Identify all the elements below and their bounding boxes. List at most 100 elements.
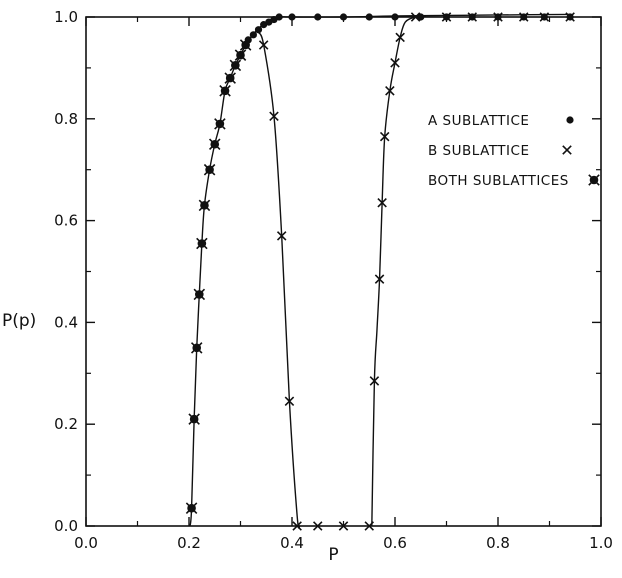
dot-marker: [275, 13, 283, 21]
dot-marker: [249, 31, 257, 39]
data-point-both: [196, 237, 208, 250]
x-tick-label: 1.0: [589, 534, 613, 552]
data-point-both: [208, 138, 221, 151]
dot-marker: [339, 13, 348, 21]
data-point-x: [390, 58, 400, 68]
data-point-x: [467, 12, 478, 22]
x-marker-stroke: [258, 40, 269, 50]
y-tick-label: 0.0: [54, 517, 78, 535]
fit-curve: [257, 31, 301, 529]
x-axis-label: P: [328, 545, 338, 565]
y-tick-label: 1.0: [54, 8, 78, 26]
x-tick-label: 0.8: [486, 534, 510, 552]
data-point-both: [234, 49, 247, 61]
x-marker-stroke: [229, 59, 242, 72]
x-marker-stroke: [395, 32, 405, 43]
y-tick-label: 0.2: [54, 415, 78, 433]
plot-frame: [85, 16, 602, 527]
x-marker-stroke: [377, 198, 387, 208]
data-point-both: [185, 502, 198, 514]
dot-marker: [566, 116, 574, 124]
data-point-x: [292, 521, 302, 531]
data-point-both: [229, 59, 242, 72]
x-marker-stroke: [312, 521, 323, 531]
x-marker-stroke: [390, 58, 400, 68]
legend-label: B SUBLATTICE: [428, 143, 529, 159]
data-point-both: [214, 118, 226, 130]
data-point-x: [312, 521, 323, 531]
data-point-x: [269, 111, 279, 122]
x-marker-stroke: [292, 521, 302, 531]
data-point-x: [379, 131, 390, 142]
x-tick-label: 0.0: [74, 534, 98, 552]
y-tick-label: 0.6: [54, 212, 78, 230]
x-marker-stroke: [214, 118, 226, 130]
data-points: [185, 12, 575, 531]
x-marker-stroke: [379, 131, 390, 142]
data-point-x: [441, 12, 452, 22]
x-marker-stroke: [364, 521, 375, 531]
legend-marker: [588, 174, 600, 186]
data-point-both: [188, 413, 200, 425]
legend: A SUBLATTICE B SUBLATTICE BOTH SUBLATTICES: [428, 113, 600, 189]
data-point-both: [219, 85, 231, 97]
x-marker-stroke: [196, 237, 208, 250]
data-point-both: [224, 72, 236, 84]
dot-marker: [314, 13, 322, 21]
legend-marker: [566, 116, 574, 124]
data-point-x: [284, 396, 295, 407]
data-point-both: [203, 163, 216, 176]
data-point-x: [410, 12, 421, 22]
y-axis-label: P(p): [2, 311, 36, 331]
x-marker-stroke: [369, 376, 380, 386]
x-marker-stroke: [539, 12, 550, 22]
data-point-dot: [288, 13, 296, 21]
x-marker-stroke: [193, 288, 206, 301]
data-point-x: [377, 198, 387, 208]
data-point-both: [239, 39, 252, 51]
data-point-x: [565, 12, 575, 22]
x-marker-stroke: [374, 274, 385, 284]
data-point-dot: [391, 13, 399, 21]
x-marker-stroke: [410, 12, 421, 22]
data-point-x: [369, 376, 380, 386]
x-marker-stroke: [276, 231, 287, 241]
x-marker-stroke: [565, 12, 575, 22]
data-point-x: [395, 32, 405, 43]
dot-marker: [288, 13, 296, 21]
data-point-both: [198, 199, 211, 212]
x-marker-stroke: [284, 396, 295, 407]
dot-marker: [417, 13, 425, 21]
x-marker-stroke: [518, 12, 529, 22]
x-tick-label: 0.6: [383, 534, 407, 552]
data-point-x: [374, 274, 385, 284]
dot-marker: [254, 26, 263, 34]
data-point-dot: [275, 13, 283, 21]
axes: 0.0 0.2 0.4 0.6 0.8 1.0 0.0 0.2 0.4 0.6 0.8 1.0 P P(p…: [2, 8, 613, 565]
x-marker-stroke: [208, 138, 221, 151]
data-point-dot: [254, 26, 263, 34]
x-marker-stroke: [190, 342, 203, 354]
x-marker-stroke: [234, 49, 247, 61]
data-point-dot: [249, 31, 257, 39]
legend-marker: [562, 145, 572, 155]
x-marker-stroke: [188, 413, 200, 425]
data-point-x: [385, 86, 395, 96]
data-point-x: [518, 12, 529, 22]
y-tick-label: 0.4: [54, 313, 78, 331]
x-marker-stroke: [219, 85, 231, 97]
x-marker-stroke: [467, 12, 478, 22]
dot-marker: [365, 13, 373, 21]
x-marker-stroke: [588, 174, 600, 186]
x-marker-stroke: [493, 12, 503, 22]
data-point-x: [364, 521, 375, 531]
data-point-dot: [339, 13, 348, 21]
data-point-x: [258, 40, 269, 50]
x-marker-stroke: [269, 111, 279, 122]
data-point-both: [193, 288, 206, 301]
x-marker-stroke: [224, 72, 236, 84]
fit-curves: [189, 13, 571, 529]
y-tick-label: 0.8: [54, 110, 78, 128]
x-tick-label: 0.2: [177, 534, 201, 552]
